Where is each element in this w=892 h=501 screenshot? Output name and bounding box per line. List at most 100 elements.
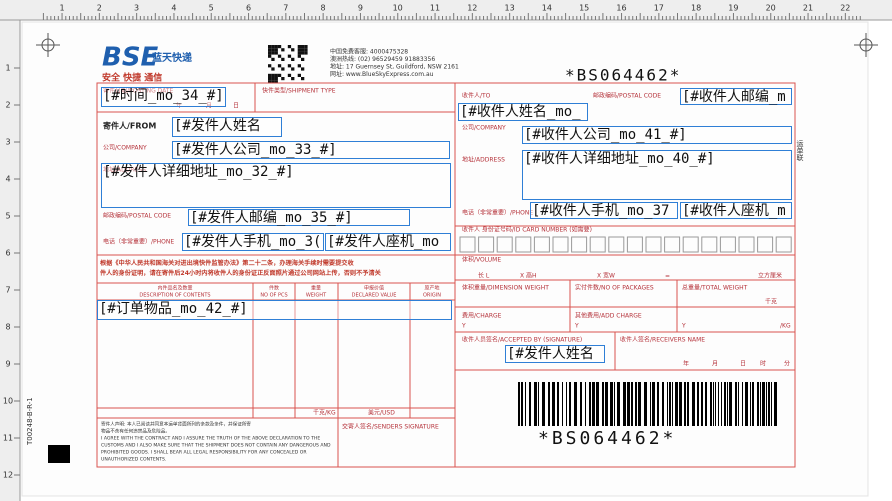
field-box xyxy=(530,202,678,219)
ruler-number: 6 xyxy=(246,4,251,13)
id-box xyxy=(664,236,681,253)
form-label: 日 xyxy=(233,103,239,110)
ruler-number: 12 xyxy=(3,471,13,480)
barcode-bar xyxy=(727,382,728,426)
id-card-boxes xyxy=(459,236,792,253)
qr-cell xyxy=(271,77,275,81)
ruler-number: 19 xyxy=(728,4,738,13)
field-box xyxy=(182,233,324,251)
ruler-number: 8 xyxy=(321,4,326,13)
barcode-bar xyxy=(768,382,770,426)
qr-cell xyxy=(291,67,295,71)
qr-cell xyxy=(268,48,272,52)
table-header: WEIGHT xyxy=(306,293,327,299)
form-label: 电话（非常重要）/PHONE xyxy=(103,238,174,246)
qr-cell xyxy=(281,48,285,52)
ruler-number: 22 xyxy=(840,4,850,13)
id-box xyxy=(478,236,495,253)
barcode-bar xyxy=(529,382,531,426)
id-box xyxy=(757,236,774,253)
qr-cell xyxy=(277,45,282,49)
form-label: 收件人 身份证号码/ID CARD NUMBER (如需要) xyxy=(462,226,592,234)
table-header: DESCRIPTION OF CONTENTS xyxy=(139,293,210,299)
qr-cell xyxy=(287,73,292,77)
barcode-bar xyxy=(701,382,703,426)
barcode-bar xyxy=(623,382,626,426)
form-label: 邮政编码/POSTAL CODE xyxy=(103,212,171,220)
form-label: Y xyxy=(681,323,686,330)
barcode-bar xyxy=(669,382,671,426)
qr-cell xyxy=(271,73,275,77)
ruler-number: 14 xyxy=(542,4,552,13)
ruler-number: 3 xyxy=(5,138,10,147)
barcode-bar xyxy=(602,382,604,426)
field-box xyxy=(172,141,450,159)
id-box xyxy=(719,236,736,253)
id-box xyxy=(738,236,755,253)
ruler-number: 5 xyxy=(209,4,214,13)
qr-code xyxy=(268,45,308,84)
ruler-number: 6 xyxy=(5,249,10,258)
form-label: = xyxy=(665,273,670,280)
qr-cell xyxy=(297,64,301,68)
barcode-bar xyxy=(760,382,761,426)
form-label: X 宽W xyxy=(597,272,615,280)
field-box xyxy=(522,126,792,144)
ruler-number: 21 xyxy=(803,4,813,13)
ruler-number: 7 xyxy=(5,286,10,295)
ruler-number: 5 xyxy=(5,212,10,221)
field-text: [#收件人手机_mo_37 xyxy=(532,203,669,219)
barcode-bar xyxy=(552,382,555,426)
qr-cell xyxy=(271,48,275,52)
form-label: X 高H xyxy=(520,272,537,280)
form-label: 邮政编码/POSTAL CODE xyxy=(593,92,661,100)
barcode-bar xyxy=(596,382,599,426)
barcode-bar xyxy=(679,382,682,426)
ruler-number: 3 xyxy=(134,4,139,13)
qr-cell xyxy=(287,64,292,68)
template-field: [#发件人公司_mo_33_#] xyxy=(172,141,450,159)
ruler-number: 8 xyxy=(5,323,10,332)
field-text: [#收件人邮编_m xyxy=(682,89,786,105)
field-box xyxy=(188,209,410,226)
ruler-number: 1 xyxy=(59,4,64,13)
ruler-number: 9 xyxy=(5,360,10,369)
disclaimer-line: UNAUTHORIZED CONTENTS. xyxy=(101,457,166,463)
form-label: 时 xyxy=(760,360,766,368)
ruler-number: 16 xyxy=(616,4,626,13)
form-label: 地址/ADDRESS xyxy=(462,156,505,164)
logo-name: 蓝天快递 xyxy=(152,51,192,64)
qr-cell xyxy=(277,54,282,58)
barcode-bar xyxy=(721,382,722,426)
barcode-bar xyxy=(542,382,545,426)
template-field: [#发件人手机_mo_3( xyxy=(182,233,324,251)
ruler-number: 17 xyxy=(654,4,664,13)
field-box xyxy=(325,233,451,251)
logo-slogan: 安全 快捷 通信 xyxy=(102,72,162,84)
field-text: [#发件人公司_mo_33_#] xyxy=(174,142,337,158)
form-label: 月 xyxy=(712,361,718,368)
id-box xyxy=(626,236,643,253)
table-header: ORIGIN xyxy=(423,293,441,299)
field-text: [#订单物品_mo_42_#] xyxy=(99,301,248,317)
barcode-bar xyxy=(610,382,613,426)
barcode-bar xyxy=(592,382,595,426)
ruler-number: 4 xyxy=(171,4,176,13)
field-box xyxy=(97,300,452,320)
field-box xyxy=(505,345,605,363)
registration-mark xyxy=(36,33,878,57)
barcode-bar xyxy=(635,382,637,426)
field-box xyxy=(101,87,226,107)
id-box xyxy=(682,236,699,253)
qr-cell xyxy=(274,73,278,77)
barcode-bar xyxy=(684,382,686,426)
qr-cell xyxy=(287,45,292,49)
form-label: 交寄人签名/SENDERS SIGNATURE xyxy=(342,423,439,431)
barcode-bar xyxy=(750,382,751,426)
field-text: [#发件人详细地址_mo_32_#] xyxy=(103,164,294,180)
barcode-bar xyxy=(585,382,586,426)
ruler-number: 10 xyxy=(393,4,403,13)
qr-cell xyxy=(268,80,272,84)
qr-cell xyxy=(301,67,305,71)
barcode-bar xyxy=(562,382,563,426)
